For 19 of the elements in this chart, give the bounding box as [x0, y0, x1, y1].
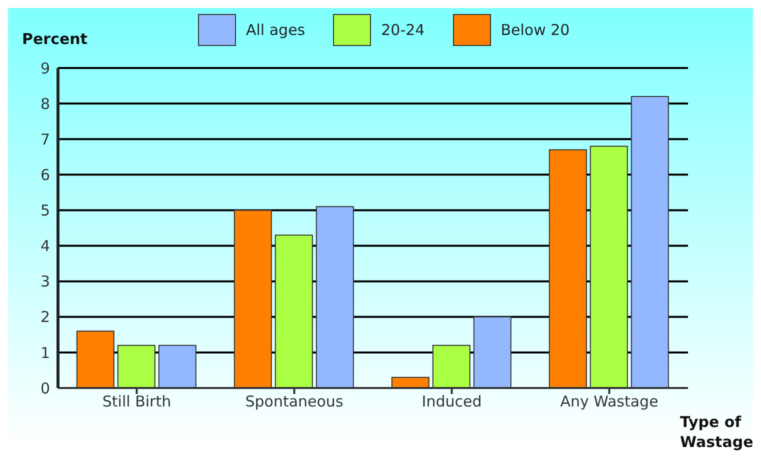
y-tick-label: 4	[40, 237, 50, 256]
y-tick-label: 1	[40, 344, 50, 362]
x-tick-label: Any Wastage	[560, 392, 658, 411]
y-tick-label: 3	[40, 272, 50, 291]
y-tick-label: 8	[40, 94, 50, 113]
x-axis-title: Type of Wastage	[680, 412, 754, 452]
x-tick-label: Still Birth	[102, 392, 172, 411]
legend-label: Below 20	[500, 21, 570, 39]
legend-label: All ages	[246, 21, 306, 39]
y-tick-label: 6	[40, 166, 50, 184]
y-tick-label: 7	[40, 130, 50, 148]
x-tick-label: Induced	[422, 392, 482, 411]
y-tick-label: 5	[40, 202, 50, 220]
x-tick-label: Spontaneous	[245, 392, 344, 411]
y-tick-label: 0	[40, 379, 50, 398]
y-tick-label: 9	[40, 59, 50, 78]
y-tick-label: 2	[40, 308, 50, 326]
legend-label: 20-24	[381, 21, 425, 39]
y-axis-title: Percent	[22, 30, 88, 48]
